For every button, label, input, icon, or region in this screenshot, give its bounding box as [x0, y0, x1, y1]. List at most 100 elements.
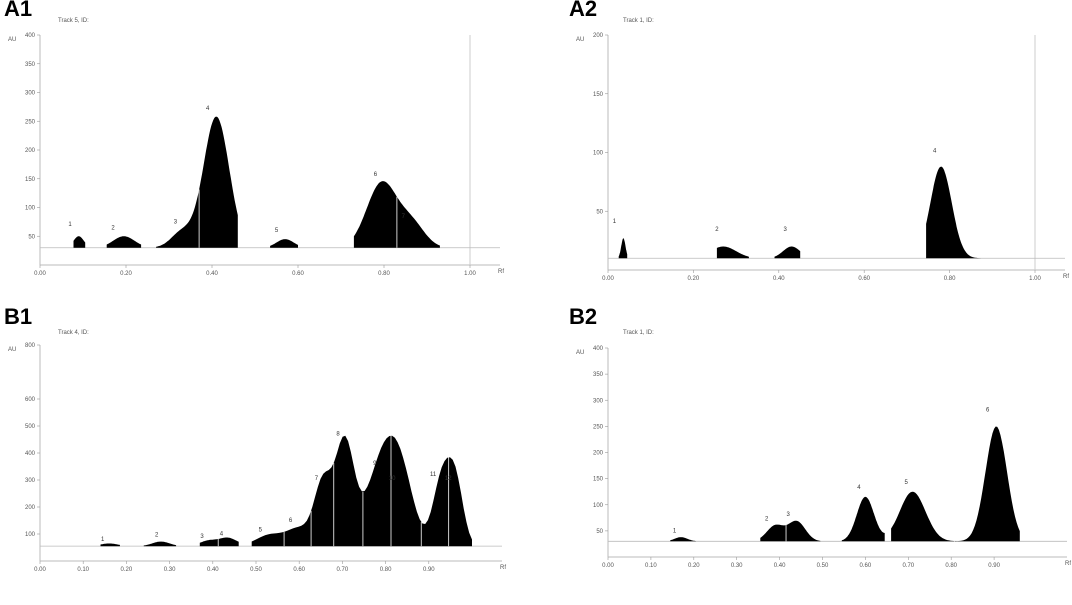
peak-label: 3 [174, 220, 178, 226]
peak-label: 9 [373, 461, 377, 467]
x-tick-label: 0.20 [121, 567, 133, 573]
panel-b2: B2 Track 1, ID: 50 100 150 200 250 300 350 400 A… [565, 304, 1072, 605]
y-tick-label: 150 [25, 177, 36, 183]
x-tick-label: 0.40 [773, 276, 785, 282]
x-tick-label: 0.90 [988, 563, 1000, 569]
peak-label: 4 [857, 485, 861, 491]
track-label-a1: Track 5, ID: [58, 18, 89, 24]
x-tick-label: 0.80 [945, 563, 957, 569]
y-tick-label: 250 [25, 119, 36, 125]
y-tick-label: 200 [593, 33, 604, 39]
x-tick-label: 0.40 [206, 271, 218, 277]
x-tick-label: 0.90 [423, 567, 435, 573]
x-tick-label: 0.20 [120, 271, 132, 277]
panel-label-b2: B2 [569, 304, 598, 329]
y-tick-label: 100 [25, 206, 36, 212]
y-tick-label: 600 [25, 397, 36, 403]
panel-label-a1: A1 [4, 0, 33, 21]
x-tick-label: 0.00 [602, 563, 614, 569]
y-axis-label: AU [8, 37, 16, 43]
peak-area [670, 537, 696, 542]
peak-label: 3 [200, 534, 204, 540]
peak-label: 12 [445, 476, 452, 482]
x-tick-label: 0.30 [164, 567, 176, 573]
peak-area [926, 166, 982, 259]
x-tick-label: 0.00 [34, 567, 46, 573]
y-tick-label: 400 [593, 346, 604, 352]
y-tick-label: 50 [596, 529, 603, 535]
x-tick-label: 0.50 [817, 563, 829, 569]
y-axis-label: AU [8, 347, 16, 353]
peak-label: 4 [206, 106, 210, 112]
x-tick-label: 0.00 [34, 271, 46, 277]
y-tick-label: 200 [593, 451, 604, 457]
y-axis-label: AU [576, 350, 584, 356]
peak-area [891, 426, 1020, 542]
peak-label: 3 [787, 512, 791, 518]
x-axis-label: Rf [500, 565, 506, 571]
peak-area [143, 541, 177, 547]
y-tick-label: 150 [593, 92, 604, 98]
x-tick-label: 0.40 [774, 563, 786, 569]
x-axis-label: Rf [498, 269, 504, 275]
peak-area [199, 537, 239, 547]
y-tick-label: 100 [25, 532, 36, 538]
peak-label: 2 [765, 516, 769, 522]
x-tick-label: 0.60 [860, 563, 872, 569]
peak-area [270, 239, 298, 248]
y-tick-label: 50 [28, 234, 35, 240]
peak-label: 2 [155, 533, 159, 539]
y-tick-label: 500 [25, 424, 36, 430]
track-label-b1: Track 4, ID: [58, 330, 89, 336]
peak-area [774, 246, 801, 259]
y-tick-label: 50 [596, 209, 603, 215]
y-tick-label: 350 [25, 62, 36, 68]
peak-area [106, 236, 142, 248]
x-tick-label: 0.60 [293, 567, 305, 573]
y-tick-label: 350 [593, 372, 604, 378]
chromatogram-a1: 50 100 150 200 250 300 350 400 AU 0.00 0.20 0.40 0.6… [8, 33, 504, 277]
x-tick-label: 0.00 [602, 276, 614, 282]
peak-label: 4 [220, 531, 224, 537]
peak-label: 10 [389, 476, 396, 482]
peak-label: 1 [613, 219, 617, 225]
track-label-a2: Track 1, ID: [623, 18, 654, 24]
x-tick-label: 0.50 [250, 567, 262, 573]
peak-label: 1 [673, 528, 677, 534]
x-tick-label: 1.00 [464, 271, 476, 277]
peak-area [100, 543, 120, 547]
x-tick-label: 0.60 [292, 271, 304, 277]
peak-label: 7 [402, 214, 406, 220]
chromatogram-b2: 50 100 150 200 250 300 350 400 AU 0.00 0.10 0.20 0.3… [576, 346, 1071, 569]
peak-area [760, 520, 821, 542]
peak-label: 4 [933, 149, 937, 155]
panel-label-a2: A2 [569, 0, 598, 21]
peak-label: 3 [784, 227, 788, 233]
chromatogram-b1: 100 200 300 400 500 600 800 AU 0.00 0.10 0.20 0.30 0… [8, 343, 506, 573]
x-tick-label: 0.80 [380, 567, 392, 573]
peak-label: 1 [101, 537, 105, 543]
peak-label: 5 [275, 228, 279, 234]
y-tick-label: 100 [593, 503, 604, 509]
panel-a1: A1 Track 5, ID: 50 100 150 200 250 300 350 400 A… [0, 0, 536, 297]
x-tick-label: 0.20 [688, 563, 700, 569]
x-tick-label: 0.80 [944, 276, 956, 282]
peak-label: 11 [430, 472, 437, 478]
panel-label-b1: B1 [4, 304, 33, 329]
y-tick-label: 300 [25, 478, 36, 484]
peak-area [841, 496, 885, 542]
y-tick-label: 800 [25, 343, 36, 349]
x-tick-label: 0.40 [207, 567, 219, 573]
y-tick-label: 400 [25, 451, 36, 457]
peak-label: 5 [259, 527, 263, 533]
chromatogram-a2: 50 100 150 200 AU 0.00 0.20 0.40 0.60 0.80 1.00 Rf 1… [576, 33, 1069, 282]
peak-label: 8 [336, 431, 340, 437]
peak-label: 5 [904, 480, 908, 486]
peak-label: 6 [289, 518, 293, 524]
peak-area [73, 236, 86, 248]
y-axis-label: AU [576, 37, 584, 43]
y-tick-label: 200 [25, 148, 36, 154]
peak-label: 6 [986, 408, 990, 414]
x-tick-label: 0.70 [902, 563, 914, 569]
panel-b1: B1 Track 4, ID: 100 200 300 400 500 600 800 AU 0… [0, 304, 536, 605]
